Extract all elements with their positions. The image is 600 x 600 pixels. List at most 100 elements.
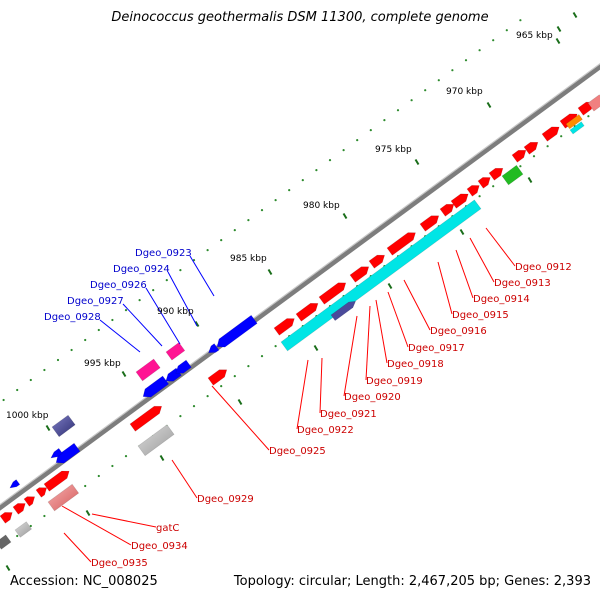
forward-gene[interactable] xyxy=(318,282,347,305)
gene-label-dgeo-0927[interactable]: Dgeo_0927 xyxy=(67,296,124,307)
reverse-gene-labels: Dgeo_0923 Dgeo_0924 Dgeo_0926 Dgeo_0927 … xyxy=(44,248,192,323)
gene-label-dgeo-0926[interactable]: Dgeo_0926 xyxy=(90,280,147,291)
gene-label-dgeo-0935[interactable]: Dgeo_0935 xyxy=(91,558,148,569)
gene-label-dgeo-0934[interactable]: Dgeo_0934 xyxy=(131,541,188,552)
tick-dot xyxy=(451,69,454,72)
reverse-gene[interactable] xyxy=(9,479,21,489)
genome-backbone xyxy=(0,62,600,511)
gene-label-dgeo-0918[interactable]: Dgeo_0918 xyxy=(387,359,444,370)
leader-line xyxy=(189,255,215,297)
leader-line xyxy=(61,505,132,546)
gene-label-dgeo-0916[interactable]: Dgeo_0916 xyxy=(430,326,487,337)
forward-gene[interactable] xyxy=(386,232,416,256)
gene-label-dgeo-0929[interactable]: Dgeo_0929 xyxy=(197,494,254,505)
tick-dot xyxy=(260,209,264,212)
gene-label-dgeo-0913[interactable]: Dgeo_0913 xyxy=(494,278,551,289)
forward-gene[interactable] xyxy=(35,487,48,498)
magenta-gene[interactable] xyxy=(135,358,161,382)
gene-label-dgeo-0922[interactable]: Dgeo_0922 xyxy=(297,425,354,436)
scale-label-965: 965 kbp xyxy=(516,31,553,41)
gene-label-dgeo-0920[interactable]: Dgeo_0920 xyxy=(344,392,401,403)
forward-gene[interactable] xyxy=(23,496,36,507)
gene-label-dgeo-0925[interactable]: Dgeo_0925 xyxy=(269,446,326,457)
scale-tick xyxy=(459,228,465,236)
reverse-gene[interactable] xyxy=(175,359,192,374)
gene-label-dgeo-0928[interactable]: Dgeo_0928 xyxy=(44,312,101,323)
forward-gene[interactable] xyxy=(488,168,504,181)
scale-tick xyxy=(572,11,578,19)
leader-line xyxy=(375,299,388,364)
forward-gene[interactable] xyxy=(295,302,319,322)
tick-dot xyxy=(505,29,508,32)
reverse-gene[interactable] xyxy=(50,447,63,459)
leader-line xyxy=(343,315,358,397)
gene-label-dgeo-0921[interactable]: Dgeo_0921 xyxy=(320,409,377,420)
gene-label-dgeo-0915[interactable]: Dgeo_0915 xyxy=(452,310,509,321)
gene-label-dgeo-0912[interactable]: Dgeo_0912 xyxy=(515,262,572,273)
grey-gene[interactable] xyxy=(14,521,33,538)
reverse-gene[interactable] xyxy=(142,375,170,398)
tick-dot xyxy=(560,135,563,138)
tick-dot xyxy=(260,355,264,358)
tick-dot xyxy=(43,514,46,518)
gene-label-dgeo-0914[interactable]: Dgeo_0914 xyxy=(473,294,530,305)
leader-line xyxy=(167,271,198,327)
slate-gene[interactable] xyxy=(51,414,76,438)
forward-gene[interactable] xyxy=(466,185,480,197)
gene-label-gatc[interactable]: gatC xyxy=(156,523,179,534)
leader-line xyxy=(122,303,163,347)
dark-gene[interactable] xyxy=(0,534,12,550)
grey-gene[interactable] xyxy=(137,424,175,457)
forward-gene[interactable] xyxy=(12,503,26,515)
slate-gene[interactable] xyxy=(330,300,357,322)
tick-dot xyxy=(519,19,522,22)
gene-features xyxy=(0,94,600,550)
tick-dot xyxy=(288,189,291,192)
tick-dot xyxy=(29,378,32,382)
green-gene[interactable] xyxy=(501,164,524,186)
tick-dot xyxy=(43,368,46,372)
orange-gene[interactable] xyxy=(565,114,583,130)
tick-dot xyxy=(328,159,332,162)
forward-gene[interactable] xyxy=(0,512,13,524)
gene-label-dgeo-0919[interactable]: Dgeo_0919 xyxy=(366,376,423,387)
forward-gene[interactable] xyxy=(273,318,295,336)
forward-gene[interactable] xyxy=(511,150,527,163)
reverse-gene[interactable] xyxy=(216,314,258,348)
gene-label-dgeo-0917[interactable]: Dgeo_0917 xyxy=(408,343,465,354)
tick-dot xyxy=(206,249,209,252)
leader-line xyxy=(63,532,92,563)
forward-gene[interactable] xyxy=(523,142,539,155)
tick-dot xyxy=(478,195,481,198)
tick-dot xyxy=(301,179,304,182)
tick-dot xyxy=(492,185,495,188)
pink-gene[interactable] xyxy=(587,94,600,112)
forward-gene[interactable] xyxy=(477,177,491,189)
tick-dot xyxy=(206,395,209,398)
forward-gene[interactable] xyxy=(129,405,163,432)
reverse-gene[interactable] xyxy=(208,343,220,354)
forward-gene[interactable] xyxy=(43,470,70,492)
forward-gene[interactable] xyxy=(419,215,440,232)
leader-line xyxy=(319,357,323,414)
tick-dot xyxy=(233,375,236,378)
forward-gene[interactable] xyxy=(207,369,228,386)
forward-gene[interactable] xyxy=(349,266,370,283)
rrna-gene[interactable] xyxy=(280,199,482,352)
tick-dot xyxy=(70,348,73,352)
rrna-gene-small[interactable] xyxy=(569,121,585,135)
forward-gene[interactable] xyxy=(541,126,560,142)
tick-dot xyxy=(274,199,277,202)
gene-label-dgeo-0923[interactable]: Dgeo_0923 xyxy=(135,248,192,259)
magenta-gene[interactable] xyxy=(165,342,186,361)
scale-tick xyxy=(45,424,51,432)
forward-gene[interactable] xyxy=(368,254,386,269)
map-title: Deinococcus geothermalis DSM 11300, comp… xyxy=(111,10,489,25)
forward-gene[interactable] xyxy=(450,193,469,209)
pink-gene[interactable] xyxy=(47,483,80,512)
gene-label-dgeo-0924[interactable]: Dgeo_0924 xyxy=(113,264,170,275)
tick-dot xyxy=(424,89,427,92)
tick-dot xyxy=(111,318,114,322)
forward-gene[interactable] xyxy=(439,204,455,217)
